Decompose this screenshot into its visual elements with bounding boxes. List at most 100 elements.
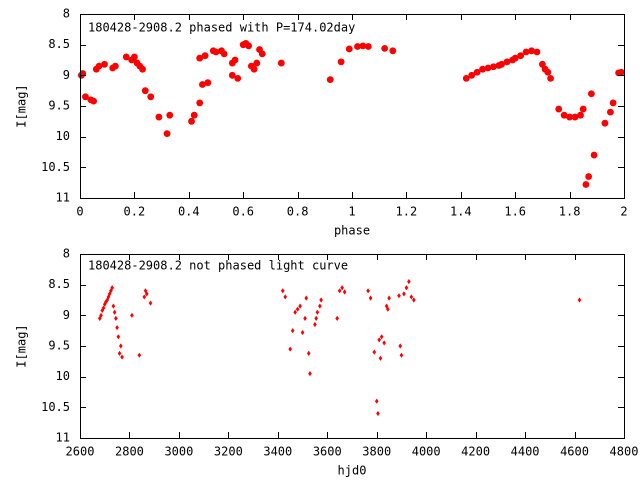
unphased-data-point	[290, 328, 295, 334]
phased-data-point	[359, 42, 367, 50]
unphased-plot-frame	[80, 254, 625, 439]
unphased-points	[97, 279, 582, 417]
phased-y-tick-label: 10	[56, 129, 70, 143]
phased-data-point	[204, 79, 212, 87]
phased-data-point	[577, 111, 584, 119]
unphased-data-point	[366, 288, 370, 294]
unphased-data-point	[399, 352, 404, 358]
phased-data-point	[490, 63, 497, 71]
unphased-data-point	[114, 315, 118, 321]
phased-data-point	[345, 45, 353, 53]
phased-data-point	[245, 42, 253, 50]
unphased-data-point	[119, 343, 123, 349]
phased-data-point	[544, 68, 552, 76]
unphased-x-tick-label: 4400	[511, 445, 540, 459]
phased-data-point	[566, 113, 573, 121]
unphased-x-tick-label: 3200	[214, 445, 243, 459]
unphased-data-point	[315, 309, 320, 315]
phased-data-point	[498, 60, 505, 68]
phased-data-point	[234, 75, 242, 82]
phased-x-tick-label: 0.6	[232, 205, 254, 219]
phased-data-point	[533, 48, 541, 56]
unphased-data-point	[335, 315, 339, 321]
unphased-data-point	[288, 346, 292, 352]
phased-data-point	[111, 62, 119, 70]
unphased-data-point	[293, 309, 297, 315]
unphased-data-point	[337, 288, 342, 294]
phased-data-point	[354, 43, 361, 50]
unphased-y-tick-label: 9	[63, 308, 70, 322]
unphased-data-point	[372, 349, 377, 355]
unphased-data-point	[107, 291, 112, 297]
unphased-data-point	[378, 355, 383, 361]
unphased-data-point	[379, 334, 384, 340]
phased-data-point	[484, 64, 492, 72]
phased-data-point	[468, 71, 476, 79]
unphased-data-point	[398, 343, 403, 349]
phased-data-point	[503, 58, 511, 66]
phased-data-point	[231, 56, 239, 64]
unphased-data-point	[298, 303, 302, 309]
phased-data-point	[337, 58, 345, 66]
unphased-data-point	[303, 315, 307, 321]
phased-data-point	[277, 59, 285, 67]
unphased-data-point	[342, 289, 347, 295]
phased-data-point	[571, 113, 579, 121]
unphased-data-point	[142, 294, 147, 300]
unphased-data-point	[412, 297, 416, 303]
phased-data-point	[199, 81, 206, 88]
phased-data-point	[250, 65, 258, 73]
unphased-data-point	[283, 294, 288, 300]
unphased-data-point	[382, 340, 386, 346]
unphased-x-tick-label: 2600	[66, 445, 95, 459]
unphased-y-tick-label: 10	[56, 369, 70, 383]
unphased-x-tick-label: 4000	[412, 445, 441, 459]
phased-data-point	[560, 111, 568, 119]
phased-data-point	[364, 43, 372, 50]
phased-y-tick-label: 8	[63, 7, 70, 21]
phased-data-point	[101, 60, 108, 68]
phased-x-tick-label: 1.4	[450, 205, 472, 219]
unphased-data-point	[368, 295, 373, 301]
phased-data-point	[82, 93, 89, 101]
phased-data-point	[201, 52, 209, 60]
phased-data-point	[522, 48, 530, 56]
unphased-data-point	[314, 315, 318, 321]
phased-data-point	[220, 50, 228, 58]
phased-x-tick-label: 1.8	[559, 205, 581, 219]
phased-x-tick-label: 0.4	[178, 205, 200, 219]
phased-data-point	[196, 99, 204, 107]
unphased-data-point	[144, 291, 149, 297]
phased-data-point	[462, 75, 470, 82]
phased-data-point	[212, 48, 220, 56]
phased-chart-title: 180428-2908.2 phased with P=174.02day	[88, 21, 355, 35]
unphased-x-tick-label: 3400	[263, 445, 292, 459]
phased-data-point	[141, 87, 149, 95]
unphased-y-tick-label: 9.5	[48, 339, 70, 353]
unphased-y-tick-label: 8.5	[48, 277, 70, 291]
unphased-data-point	[104, 299, 108, 305]
unphased-x-tick-label: 4600	[560, 445, 589, 459]
phased-data-point	[582, 181, 590, 188]
unphased-data-point	[101, 305, 106, 311]
phased-x-tick-label: 1	[348, 205, 355, 219]
phased-data-point	[326, 76, 334, 84]
phased-data-point	[147, 93, 155, 101]
unphased-data-point	[116, 334, 121, 340]
phased-plot-frame	[80, 14, 625, 199]
phased-data-point	[473, 68, 481, 76]
unphased-data-point	[112, 309, 117, 315]
phased-data-point	[90, 97, 97, 105]
phased-data-point	[601, 119, 609, 127]
phased-x-tick-label: 1.2	[396, 205, 418, 219]
phased-data-point	[139, 65, 146, 73]
unphased-data-point	[304, 295, 309, 301]
phased-data-point	[517, 52, 525, 60]
unphased-x-tick-label: 4200	[461, 445, 490, 459]
unphased-data-point	[143, 288, 148, 294]
unphased-x-axis-label: hjd0	[338, 464, 367, 478]
unphased-data-point	[100, 307, 105, 314]
unphased-data-point	[280, 288, 285, 294]
